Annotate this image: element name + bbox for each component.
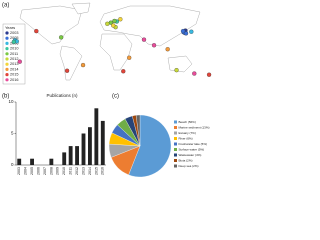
legend-label: 2013 (10, 62, 18, 66)
legend-swatch (5, 73, 9, 77)
legend-swatch (174, 137, 177, 140)
sample-point (59, 35, 64, 40)
sample-point (141, 37, 147, 42)
sample-point (189, 29, 194, 34)
pie-slice (128, 114, 172, 178)
sample-point (118, 17, 123, 22)
legend-label: Beach (56%) (179, 120, 196, 124)
legend-swatch (174, 120, 177, 124)
x-tick-label: 2005 (30, 167, 34, 175)
legend-label: Deep sea (2%) (179, 164, 199, 168)
sample-point (111, 23, 116, 28)
bar (100, 120, 105, 165)
x-tick-label: 2012 (75, 167, 79, 175)
greenland (71, 2, 91, 15)
bar (17, 158, 22, 165)
x-tick-label: 2010 (62, 167, 66, 175)
sample-point (34, 28, 39, 34)
sample-point (183, 31, 189, 36)
legend-label: Surface water (5%) (179, 147, 205, 151)
sample-point (127, 55, 132, 60)
y-tick-label: 10 (8, 99, 14, 104)
legend-label: River (6%) (179, 136, 193, 140)
panel-label: (b) (2, 94, 9, 100)
sample-point (80, 62, 86, 68)
bar (62, 152, 67, 165)
sample-point (105, 21, 110, 26)
sample-point (151, 43, 157, 48)
world-map (19, 2, 201, 81)
bar (30, 158, 34, 165)
sample-point (121, 69, 126, 74)
africa (99, 33, 133, 71)
bar (94, 108, 99, 165)
sample-point (64, 68, 70, 73)
sample-point (192, 71, 197, 76)
y-tick-label: 0 (11, 162, 14, 167)
pie-slice (135, 114, 141, 147)
panel-label: (a) (2, 3, 9, 9)
x-tick-label: 2015 (94, 167, 98, 175)
legend-swatch (174, 148, 177, 151)
legend-label: Marine sediment (13%) (179, 125, 210, 129)
bar (68, 146, 73, 165)
legend-swatch (5, 41, 9, 46)
bar (49, 158, 54, 165)
x-tick-label: 2007 (43, 167, 47, 175)
europe-asia (99, 5, 201, 47)
sample-point (180, 28, 186, 34)
legend-swatch (174, 126, 177, 129)
legend-label: Freshwater lake (5%) (179, 142, 208, 146)
sample-point (17, 59, 22, 64)
legend-swatch (5, 67, 9, 71)
x-tick-label: 2013 (81, 167, 85, 175)
legend-label: 2012 (10, 57, 18, 61)
legend-swatch (174, 164, 177, 168)
sample-point (165, 47, 170, 52)
x-tick-label: 2004 (24, 167, 28, 175)
x-tick-label: 2006 (36, 167, 40, 175)
legend-label: 2011 (10, 52, 18, 56)
x-tick-label: 2008 (49, 167, 53, 175)
legend-label: Estuary (7%) (179, 131, 196, 135)
legend-swatch (5, 62, 9, 66)
legend-swatch (5, 36, 9, 40)
y-axis-title: Publications (n) (46, 93, 78, 98)
sample-point (112, 18, 117, 24)
sample-point (11, 39, 16, 45)
sample-point (174, 68, 179, 73)
australia (167, 55, 193, 73)
x-tick-label: 2014 (88, 167, 92, 175)
legend-swatch (5, 31, 9, 35)
bar (81, 133, 86, 165)
north-america (19, 5, 83, 45)
bar (88, 127, 92, 165)
legend-swatch (5, 57, 9, 61)
legend-label: Biota (2%) (179, 158, 193, 162)
legend-swatch (5, 52, 9, 56)
panel-label: (c) (112, 94, 119, 100)
legend-swatch (5, 47, 9, 51)
y-tick-label: 5 (11, 131, 14, 136)
legend-label: 2003 (10, 31, 18, 35)
sample-point (206, 72, 212, 77)
legend-swatch (174, 142, 177, 146)
legend-label: 2014 (10, 67, 18, 71)
x-tick-label: 2011 (69, 167, 73, 175)
legend-label: 2010 (10, 47, 18, 51)
legend-swatch (174, 153, 177, 157)
legend-swatch (174, 159, 177, 162)
x-tick-label: 2003 (17, 167, 21, 175)
legend-label: Wastewater (4%) (179, 153, 202, 157)
bar (75, 146, 79, 165)
south-america (59, 45, 83, 81)
legend-swatch (5, 78, 9, 82)
legend-title: Years (5, 25, 15, 30)
legend-label: 2016 (10, 78, 18, 82)
figure: (a) Years (b) Publications (n) (c) 20032… (2, 2, 212, 178)
x-tick-label: 2016 (101, 167, 105, 175)
legend-swatch (174, 131, 177, 135)
legend-label: 2015 (10, 73, 18, 77)
x-tick-label: 2009 (56, 167, 60, 175)
